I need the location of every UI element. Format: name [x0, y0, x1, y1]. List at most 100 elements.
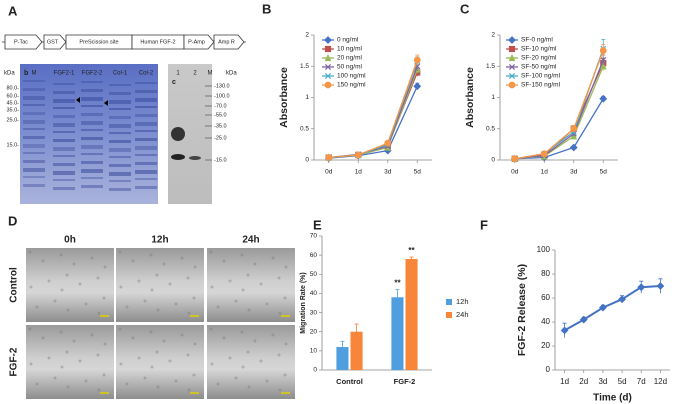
- y-tick-label: 40: [310, 290, 318, 297]
- micrograph: [26, 248, 114, 322]
- cell-texture: [90, 256, 94, 260]
- cell-texture: [41, 259, 45, 263]
- y-tick-label: 100: [537, 245, 551, 254]
- cell-texture: [278, 311, 282, 315]
- legend-label: 20 ng/ml: [337, 55, 362, 62]
- legend-marker: [508, 36, 516, 44]
- lane-label: 1: [176, 71, 180, 77]
- gel-band: [81, 129, 103, 131]
- cell-texture: [84, 302, 88, 306]
- x-tick-label: 5d: [600, 169, 608, 176]
- gel-band: [109, 164, 131, 167]
- gel-band: [81, 185, 103, 188]
- construct-label: GST: [47, 39, 59, 45]
- gel-band: [109, 100, 131, 104]
- gel-band: [109, 180, 131, 182]
- legend-label: SF-10 ng/ml: [521, 46, 557, 53]
- cell-texture: [102, 296, 106, 300]
- gel-band: [81, 121, 103, 125]
- cell-texture: [216, 382, 220, 386]
- column-label: 0h: [64, 235, 76, 246]
- cell-texture: [283, 373, 287, 377]
- panel-label: C: [460, 1, 470, 16]
- legend-label: SF-50 ng/ml: [521, 64, 557, 71]
- marker-label: -130.0: [214, 83, 230, 89]
- gel-band: [109, 84, 131, 86]
- x-tick-label: 2d: [579, 377, 588, 386]
- point: [560, 326, 569, 335]
- y-tick-label: 1: [491, 94, 495, 101]
- cell-texture: [246, 273, 250, 277]
- cell-texture: [168, 282, 172, 286]
- bar: [405, 258, 418, 370]
- point: [354, 151, 362, 159]
- cell-texture: [59, 253, 63, 257]
- cell-texture: [193, 342, 197, 346]
- y-tick-label: 1.5: [300, 63, 309, 70]
- cell-texture: [222, 259, 226, 263]
- y-tick-label: 20: [541, 341, 550, 350]
- y-tick-label: 60: [310, 252, 318, 259]
- micrograph: [116, 248, 204, 322]
- gel-band: [109, 124, 131, 128]
- cell-texture: [35, 382, 39, 386]
- x-tick-label: 3d: [570, 169, 578, 176]
- marker-label: 35.0-: [6, 107, 19, 113]
- point: [325, 154, 333, 161]
- gel-unit: kDa: [226, 71, 237, 77]
- lane-label: M: [208, 71, 213, 77]
- x-tick-label: 3d: [384, 169, 392, 176]
- marker-label: 80.0-: [6, 85, 19, 91]
- gel-band: [109, 140, 131, 143]
- cell-texture: [28, 250, 32, 254]
- construct-element: [213, 34, 245, 50]
- y-tick-label: 2: [305, 32, 309, 39]
- cell-texture: [156, 385, 160, 389]
- legend-marker: [324, 53, 332, 62]
- cell-texture: [247, 385, 251, 389]
- panel-label: E: [313, 217, 322, 232]
- gel-band: [53, 179, 75, 181]
- cell-texture: [187, 388, 191, 392]
- gel-band: [135, 154, 157, 156]
- construct-label: P-Tac: [14, 39, 28, 45]
- cell-texture: [284, 265, 288, 269]
- lane-label: 2: [193, 71, 197, 77]
- gel-band: [53, 131, 75, 133]
- cell-texture: [265, 379, 269, 383]
- point: [569, 143, 578, 152]
- legend-label: 24h: [456, 310, 469, 319]
- marker-label: -55.0: [214, 112, 227, 118]
- x-tick-label: 0d: [325, 169, 333, 176]
- gel-band: [53, 115, 75, 118]
- point: [599, 94, 608, 103]
- gel-band: [135, 146, 157, 150]
- gel-band: [81, 169, 103, 173]
- gel-band: [135, 130, 157, 132]
- y-tick-label: 70: [310, 233, 318, 240]
- cell-texture: [155, 273, 159, 277]
- y-tick-label: 40: [541, 317, 550, 326]
- cell-texture: [192, 373, 196, 377]
- cell-texture: [96, 353, 100, 357]
- cell-texture: [66, 385, 70, 389]
- marker-label: -70.0: [214, 103, 227, 109]
- point: [384, 139, 392, 147]
- cell-texture: [118, 250, 122, 254]
- cell-texture: [60, 288, 64, 292]
- gel-band: [109, 172, 131, 176]
- gel-band: [135, 90, 157, 93]
- cell-texture: [283, 296, 287, 300]
- cell-texture: [222, 336, 226, 340]
- cell-texture: [137, 279, 141, 283]
- cell-texture: [277, 276, 281, 280]
- point: [618, 295, 626, 304]
- y-tick-label: 80: [541, 269, 550, 278]
- gel-band: [23, 128, 45, 130]
- significance-label: **: [394, 279, 401, 288]
- gel-band: [23, 144, 45, 148]
- legend-swatch: [446, 312, 452, 318]
- gel-band: [23, 160, 45, 163]
